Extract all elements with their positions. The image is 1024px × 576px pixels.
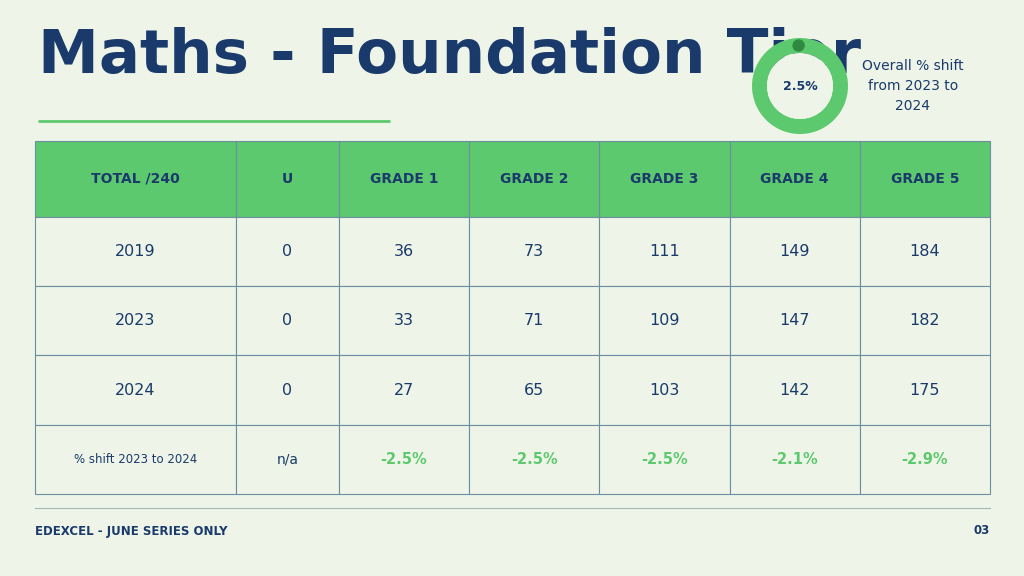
FancyBboxPatch shape bbox=[339, 355, 469, 425]
FancyBboxPatch shape bbox=[469, 141, 599, 217]
Text: GRADE 4: GRADE 4 bbox=[761, 172, 828, 186]
FancyBboxPatch shape bbox=[339, 286, 469, 355]
FancyBboxPatch shape bbox=[469, 425, 599, 494]
Text: TOTAL /240: TOTAL /240 bbox=[91, 172, 180, 186]
Circle shape bbox=[793, 40, 804, 51]
FancyBboxPatch shape bbox=[35, 425, 236, 494]
Text: 2023: 2023 bbox=[115, 313, 156, 328]
Circle shape bbox=[767, 53, 833, 119]
Text: -2.5%: -2.5% bbox=[641, 452, 688, 467]
Text: 0: 0 bbox=[283, 382, 293, 397]
Text: 0: 0 bbox=[283, 244, 293, 259]
Text: 109: 109 bbox=[649, 313, 680, 328]
FancyBboxPatch shape bbox=[729, 355, 860, 425]
Wedge shape bbox=[752, 38, 848, 134]
FancyBboxPatch shape bbox=[35, 355, 236, 425]
Text: 36: 36 bbox=[394, 244, 414, 259]
Text: 147: 147 bbox=[779, 313, 810, 328]
FancyBboxPatch shape bbox=[599, 141, 729, 217]
FancyBboxPatch shape bbox=[236, 141, 339, 217]
Text: -2.1%: -2.1% bbox=[771, 452, 818, 467]
FancyBboxPatch shape bbox=[35, 217, 236, 286]
FancyBboxPatch shape bbox=[236, 286, 339, 355]
Text: 184: 184 bbox=[909, 244, 940, 259]
Text: 175: 175 bbox=[909, 382, 940, 397]
Text: Maths - Foundation Tier: Maths - Foundation Tier bbox=[38, 27, 861, 86]
FancyBboxPatch shape bbox=[729, 286, 860, 355]
FancyBboxPatch shape bbox=[599, 217, 729, 286]
FancyBboxPatch shape bbox=[35, 286, 236, 355]
Text: GRADE 3: GRADE 3 bbox=[630, 172, 698, 186]
Text: 0: 0 bbox=[283, 313, 293, 328]
Text: 73: 73 bbox=[524, 244, 545, 259]
FancyBboxPatch shape bbox=[339, 141, 469, 217]
FancyBboxPatch shape bbox=[469, 286, 599, 355]
Text: 65: 65 bbox=[524, 382, 545, 397]
Text: 149: 149 bbox=[779, 244, 810, 259]
FancyBboxPatch shape bbox=[236, 425, 339, 494]
Text: -2.9%: -2.9% bbox=[901, 452, 948, 467]
Text: EDEXCEL - JUNE SERIES ONLY: EDEXCEL - JUNE SERIES ONLY bbox=[35, 525, 227, 537]
FancyBboxPatch shape bbox=[35, 141, 236, 217]
FancyBboxPatch shape bbox=[860, 217, 990, 286]
FancyBboxPatch shape bbox=[236, 355, 339, 425]
Text: 111: 111 bbox=[649, 244, 680, 259]
Text: 2019: 2019 bbox=[115, 244, 156, 259]
FancyBboxPatch shape bbox=[860, 425, 990, 494]
Text: Overall % shift
from 2023 to
2024: Overall % shift from 2023 to 2024 bbox=[862, 59, 964, 112]
FancyBboxPatch shape bbox=[236, 217, 339, 286]
FancyBboxPatch shape bbox=[729, 217, 860, 286]
Text: -2.5%: -2.5% bbox=[381, 452, 427, 467]
Text: GRADE 2: GRADE 2 bbox=[500, 172, 568, 186]
Text: GRADE 1: GRADE 1 bbox=[370, 172, 438, 186]
FancyBboxPatch shape bbox=[860, 141, 990, 217]
Text: 103: 103 bbox=[649, 382, 680, 397]
Text: 03: 03 bbox=[974, 525, 990, 537]
Text: 33: 33 bbox=[394, 313, 414, 328]
FancyBboxPatch shape bbox=[729, 425, 860, 494]
Text: GRADE 5: GRADE 5 bbox=[891, 172, 959, 186]
Text: n/a: n/a bbox=[276, 452, 298, 467]
FancyBboxPatch shape bbox=[599, 355, 729, 425]
Text: 2024: 2024 bbox=[115, 382, 156, 397]
FancyBboxPatch shape bbox=[860, 355, 990, 425]
Text: 182: 182 bbox=[909, 313, 940, 328]
FancyBboxPatch shape bbox=[469, 355, 599, 425]
FancyBboxPatch shape bbox=[339, 217, 469, 286]
FancyBboxPatch shape bbox=[599, 286, 729, 355]
Text: U: U bbox=[282, 172, 293, 186]
Text: % shift 2023 to 2024: % shift 2023 to 2024 bbox=[74, 453, 197, 466]
FancyBboxPatch shape bbox=[599, 425, 729, 494]
FancyBboxPatch shape bbox=[729, 141, 860, 217]
Text: 142: 142 bbox=[779, 382, 810, 397]
Text: 2.5%: 2.5% bbox=[782, 79, 817, 93]
Text: -2.5%: -2.5% bbox=[511, 452, 558, 467]
Text: 27: 27 bbox=[394, 382, 414, 397]
Text: 71: 71 bbox=[524, 313, 545, 328]
FancyBboxPatch shape bbox=[469, 217, 599, 286]
FancyBboxPatch shape bbox=[860, 286, 990, 355]
FancyBboxPatch shape bbox=[339, 425, 469, 494]
